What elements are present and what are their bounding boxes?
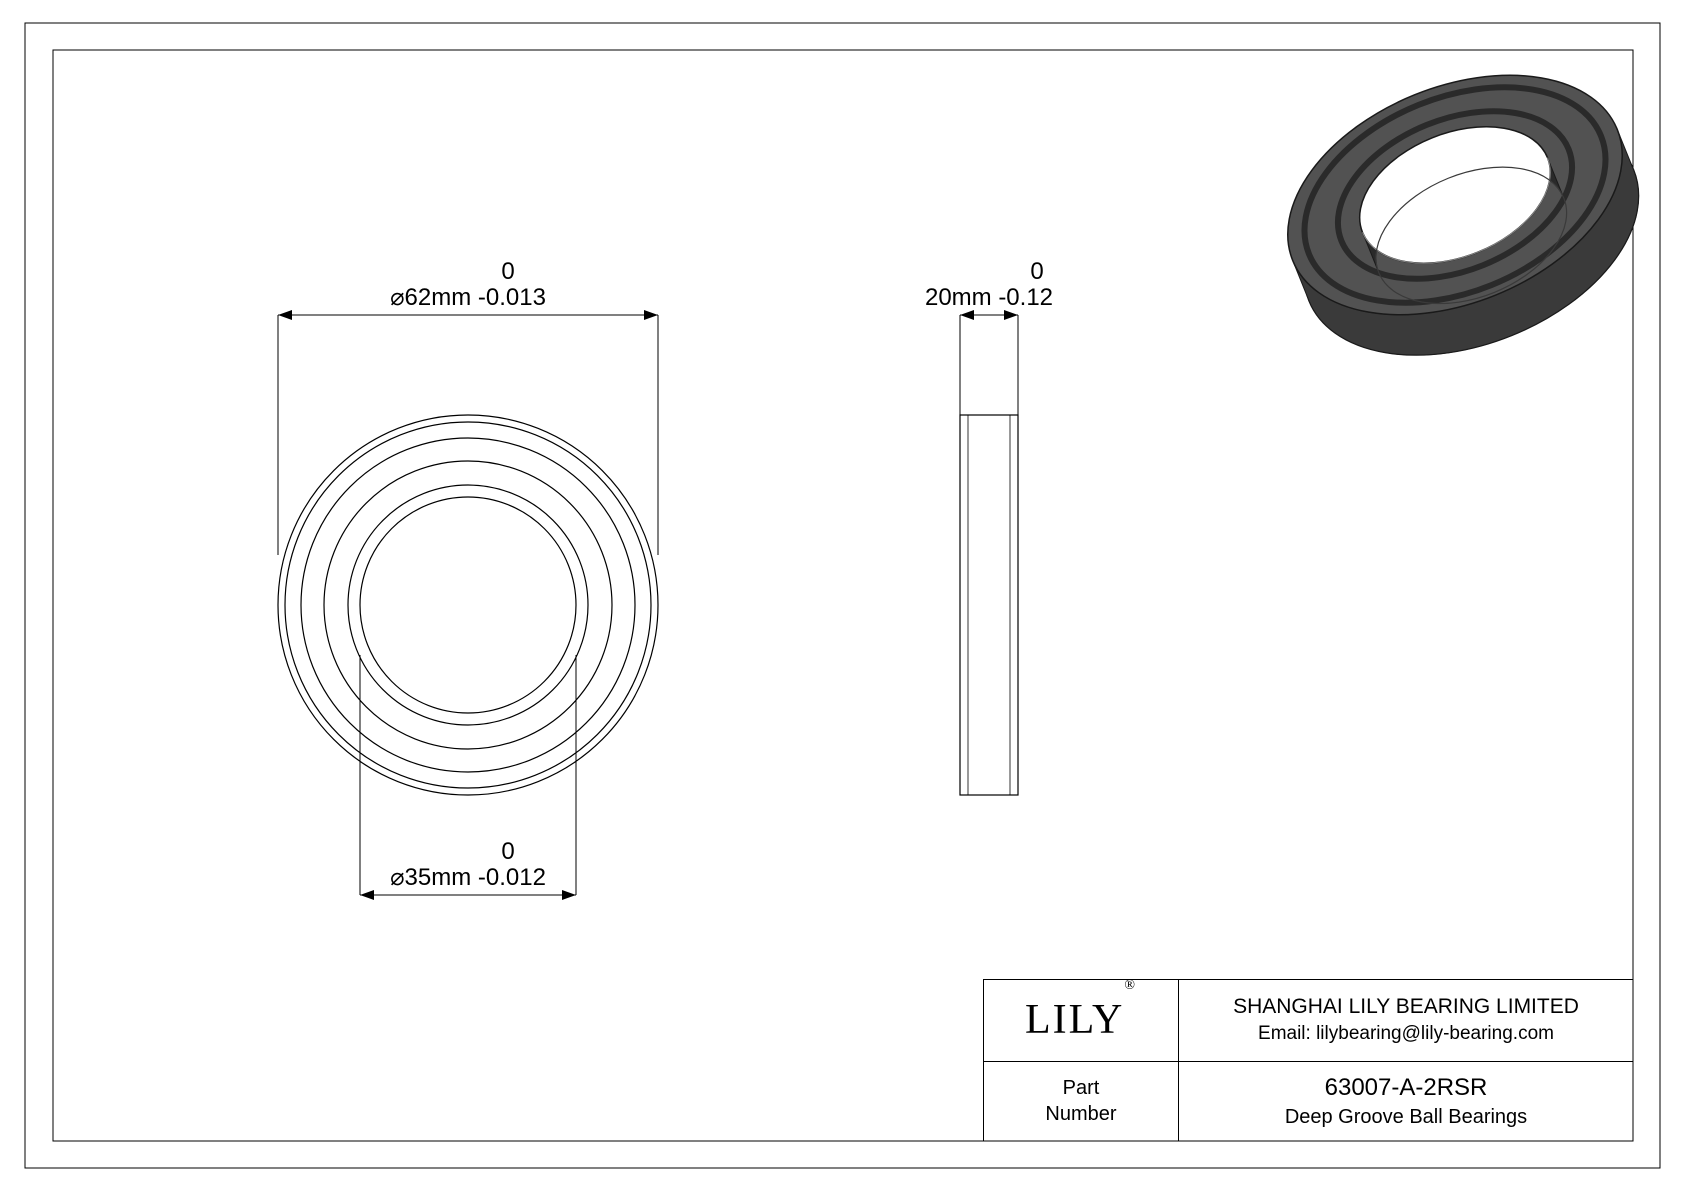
dimension-outer-diameter: 0⌀62mm -0.013 <box>278 258 658 555</box>
svg-text:0: 0 <box>501 838 514 865</box>
part-label-cell: PartNumber <box>984 1062 1179 1142</box>
svg-text:⌀62mm -0.013: ⌀62mm -0.013 <box>390 284 546 311</box>
svg-text:0: 0 <box>1030 258 1043 285</box>
isometric-view <box>1252 29 1674 401</box>
logo-text: LILY® <box>1025 996 1137 1044</box>
company-cell: SHANGHAI LILY BEARING LIMITED Email: lil… <box>1179 980 1633 1061</box>
dimension-inner-diameter: 0⌀35mm -0.012 <box>360 655 576 900</box>
company-email: Email: lilybearing@lily-bearing.com <box>1258 1023 1554 1045</box>
side-view <box>960 415 1018 795</box>
front-view <box>278 415 658 795</box>
logo-cell: LILY® <box>984 980 1179 1061</box>
part-description: Deep Groove Ball Bearings <box>1285 1106 1527 1129</box>
title-block: LILY® SHANGHAI LILY BEARING LIMITED Emai… <box>983 979 1633 1141</box>
dimension-width: 020mm -0.12 <box>925 258 1053 415</box>
svg-text:20mm -0.12: 20mm -0.12 <box>925 284 1053 311</box>
svg-text:⌀35mm -0.012: ⌀35mm -0.012 <box>390 864 546 891</box>
title-block-row-1: LILY® SHANGHAI LILY BEARING LIMITED Emai… <box>984 980 1633 1062</box>
svg-text:0: 0 <box>501 258 514 285</box>
registered-mark: ® <box>1124 978 1137 993</box>
part-number-cell: 63007-A-2RSR Deep Groove Ball Bearings <box>1179 1062 1633 1142</box>
title-block-row-2: PartNumber 63007-A-2RSR Deep Groove Ball… <box>984 1062 1633 1142</box>
part-number-label: PartNumber <box>1045 1075 1116 1127</box>
company-name: SHANGHAI LILY BEARING LIMITED <box>1233 995 1579 1019</box>
logo-name: LILY <box>1025 997 1124 1043</box>
part-number-value: 63007-A-2RSR <box>1325 1074 1488 1102</box>
